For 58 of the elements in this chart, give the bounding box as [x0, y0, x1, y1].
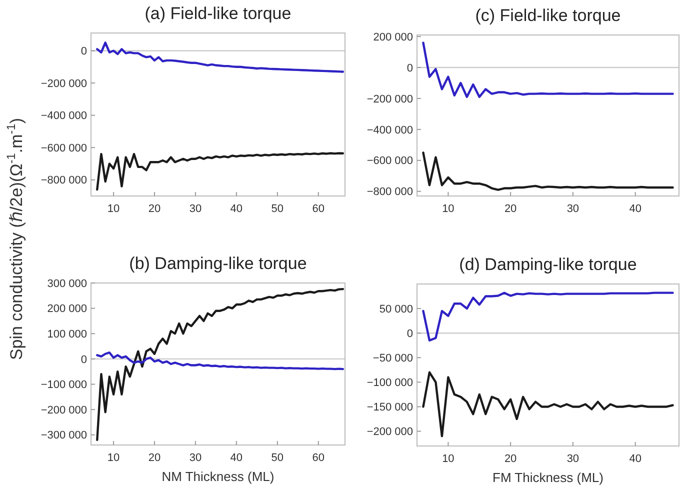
- x-tick-label: 20: [148, 203, 161, 215]
- x-tick-label: 60: [312, 452, 324, 464]
- x-tick-label: 40: [629, 203, 642, 215]
- x-tick-label: 30: [189, 452, 202, 464]
- x-tick-label: 30: [566, 453, 580, 465]
- line-series: [96, 288, 344, 442]
- chart-title: (c) Field-like torque: [475, 6, 621, 25]
- y-tick-label: −100 000: [40, 379, 87, 392]
- y-tick-label: −800 000: [366, 186, 413, 198]
- y-tick-label: −600 000: [366, 155, 413, 168]
- line-series: [96, 152, 344, 191]
- y-tick-label: 300 000: [47, 278, 87, 290]
- y-tick-label: −800 000: [40, 174, 87, 187]
- y-tick-label: 0: [406, 62, 413, 74]
- x-tick-label: 20: [504, 453, 517, 465]
- y-tick-label: −200 000: [366, 93, 413, 106]
- x-tick-label: 10: [442, 453, 454, 465]
- y-tick-label: 100 000: [47, 328, 87, 340]
- chart-title: (d) Damping-like torque: [459, 255, 637, 274]
- x-tick-label: 10: [107, 452, 120, 464]
- line-series: [96, 42, 344, 73]
- y-tick-label: 50 000: [379, 303, 413, 316]
- x-tick-label: 50: [271, 452, 284, 464]
- x-tick-label: 20: [148, 452, 161, 464]
- y-tick-label: −200 000: [40, 404, 87, 416]
- chart-title: (a) Field-like torque: [144, 4, 292, 23]
- y-tick-label: −150 000: [366, 402, 413, 414]
- chart-title: (b) Damping-like torque: [129, 254, 307, 273]
- y-tick-label: −400 000: [40, 110, 87, 122]
- x-tick-label: 40: [230, 452, 243, 464]
- y-tick-label: −400 000: [366, 124, 413, 136]
- x-tick-label: 10: [442, 203, 454, 215]
- x-tick-label: 60: [312, 203, 324, 215]
- y-tick-label: 200 000: [47, 303, 87, 316]
- line-series: [422, 292, 674, 342]
- x-tick-label: 50: [271, 203, 284, 215]
- y-tick-label: −300 000: [40, 430, 87, 442]
- y-tick-label: −50 000: [372, 352, 413, 364]
- x-tick-label: 40: [230, 203, 243, 215]
- y-tick-label: −200 000: [366, 426, 413, 438]
- y-tick-label: 0: [80, 354, 87, 366]
- x-tick-label: 40: [629, 453, 642, 465]
- x-axis-title: FM Thickness (ML): [492, 470, 604, 485]
- y-tick-label: 200 000: [373, 31, 413, 44]
- x-tick-label: 20: [504, 203, 517, 215]
- x-axis-title: NM Thickness (ML): [162, 469, 274, 484]
- x-tick-label: 30: [189, 203, 202, 215]
- y-tick-label: −600 000: [40, 142, 87, 154]
- x-tick-label: 30: [566, 203, 580, 215]
- x-tick-label: 10: [107, 203, 120, 215]
- y-tick-label: −200 000: [40, 78, 87, 90]
- y-tick-label: 0: [406, 328, 413, 340]
- y-tick-label: 0: [80, 46, 87, 58]
- line-series: [422, 371, 674, 438]
- line-series: [422, 42, 674, 98]
- y-tick-label: −100 000: [366, 377, 413, 390]
- line-series: [96, 352, 344, 370]
- line-series: [422, 152, 674, 191]
